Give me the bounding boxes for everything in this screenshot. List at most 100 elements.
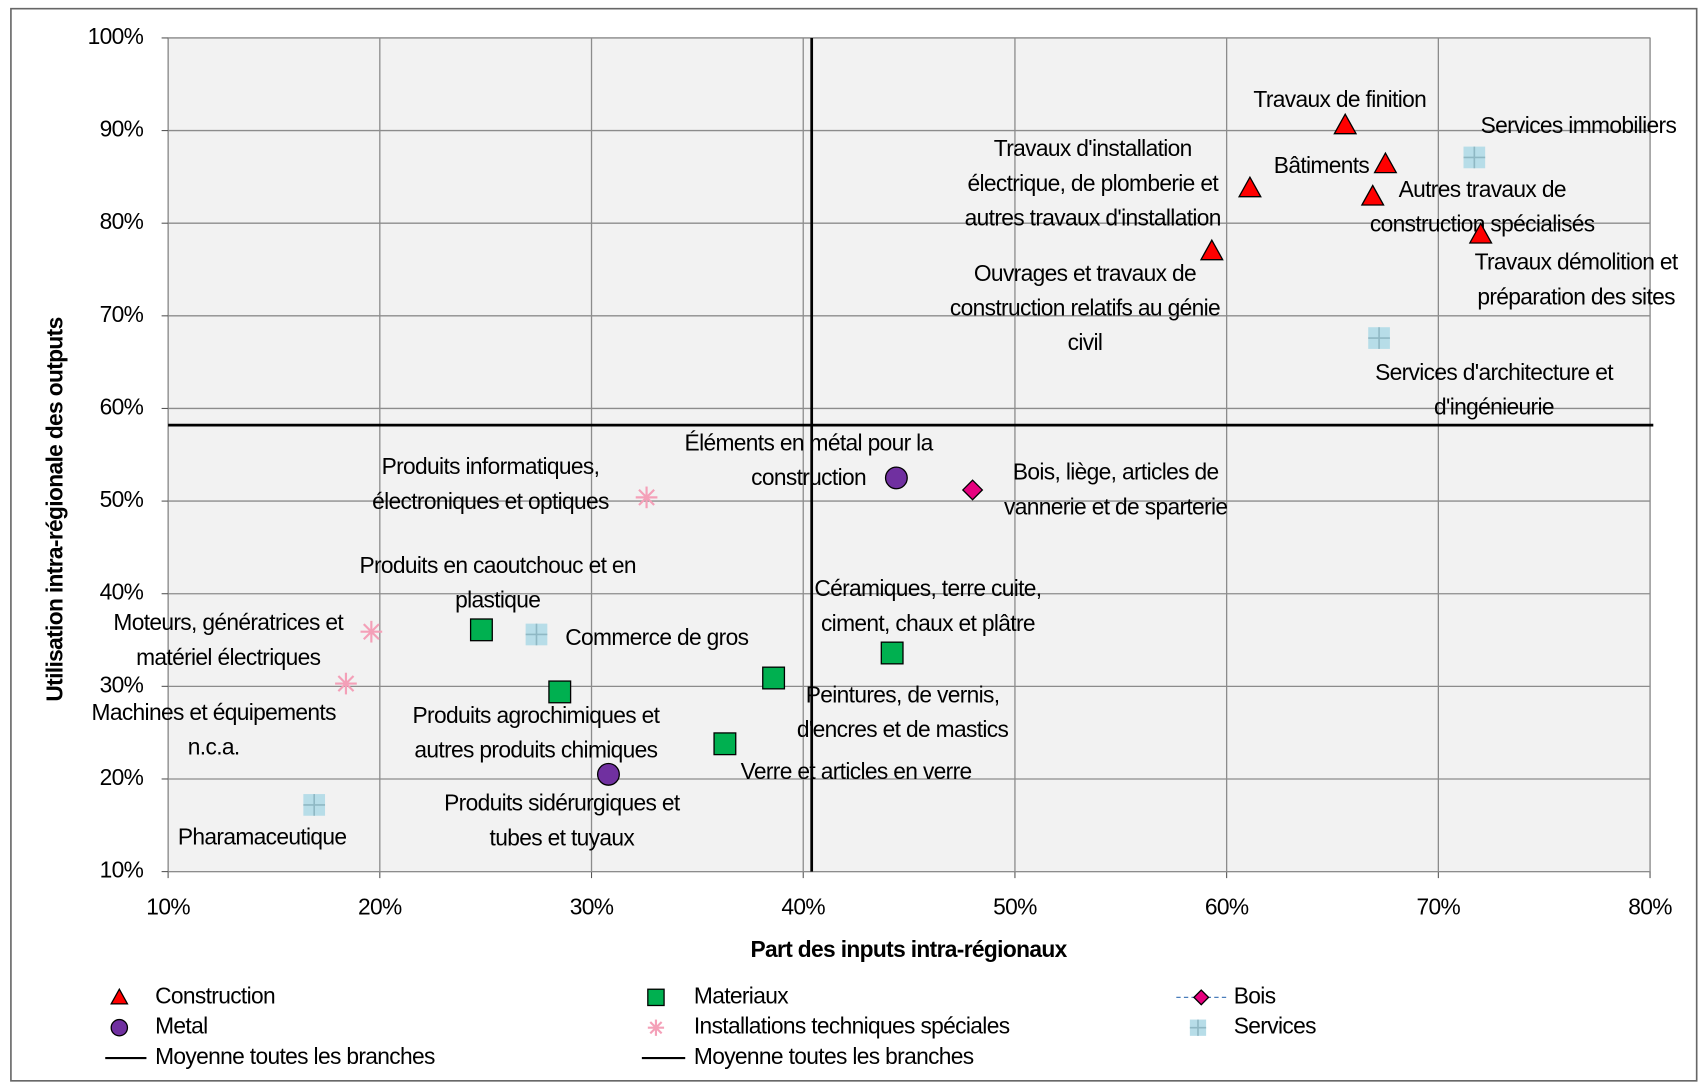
x-tick-label: 30%: [570, 893, 614, 919]
point-label: Commerce de gros: [565, 624, 748, 650]
point-label: Travaux d'installation: [994, 135, 1192, 161]
x-tick-label: 70%: [1417, 893, 1461, 919]
legend-label: Construction: [155, 982, 275, 1008]
asterisk-stroke: [362, 623, 380, 641]
point-label: Produits agrochimiques et: [413, 702, 661, 728]
point-label: Éléments en métal pour la: [685, 429, 934, 455]
x-tick-label: 50%: [993, 893, 1037, 919]
point-label: Travaux démolition et: [1475, 249, 1679, 275]
point-label: autres travaux d'installation: [965, 204, 1221, 230]
square: [762, 666, 786, 690]
marker: [1189, 1019, 1207, 1036]
marker: [110, 987, 129, 1005]
triangle: [1468, 222, 1493, 244]
point-label: construction relatifs au génie: [950, 295, 1220, 321]
marker: [1373, 151, 1398, 174]
circle: [884, 466, 908, 490]
point-label: Machines et équipements: [92, 699, 337, 725]
legend-label: Materiaux: [694, 982, 789, 1008]
marker: [1333, 112, 1358, 135]
legend-label: Moyenne toutes les branches: [155, 1043, 435, 1069]
marker: [596, 762, 620, 786]
point-label: préparation des sites: [1477, 283, 1675, 309]
marker: [635, 486, 658, 509]
plot-area: [167, 37, 1651, 873]
frame: [10, 7, 1698, 1082]
y-tick-label: 90%: [100, 116, 144, 142]
marker: [335, 672, 357, 695]
triangle: [1333, 112, 1358, 135]
legend-label: Moyenne toutes les branches: [694, 1043, 974, 1069]
point-label: Produits informatiques,: [382, 453, 600, 479]
point-label: Produits sidérurgiques et: [444, 790, 681, 816]
y-tick-label: 80%: [100, 208, 144, 234]
marker: [647, 1019, 665, 1036]
marker: [1360, 184, 1385, 206]
point-label: Services d'architecture et: [1375, 359, 1614, 385]
marker: [647, 988, 665, 1007]
square: [647, 988, 665, 1007]
point-label: d'encres et de mastics: [797, 716, 1009, 742]
y-tick-label: 30%: [100, 671, 144, 697]
x-tick-label: 40%: [781, 893, 825, 919]
point-label: Moteurs, génératrices et: [113, 609, 344, 635]
y-tick-label: 100%: [88, 23, 144, 49]
legend-label: Bois: [1234, 982, 1276, 1008]
marker: [880, 641, 904, 665]
point-label: n.c.a.: [188, 734, 240, 760]
marker: [110, 1018, 129, 1037]
circle: [110, 1018, 129, 1037]
y-tick-label: 10%: [100, 857, 144, 883]
legend-label: Services: [1234, 1013, 1316, 1039]
marker: [884, 466, 908, 490]
x-tick-label: 80%: [1628, 893, 1672, 919]
point-label: électroniques et optiques: [372, 488, 609, 514]
asterisk-stroke: [649, 1021, 663, 1035]
diamond: [1193, 989, 1210, 1006]
point-label: plastique: [455, 587, 540, 613]
point-label: électrique, de plomberie et: [967, 170, 1219, 196]
square: [880, 641, 904, 665]
triangle: [1360, 184, 1385, 206]
point-label: Bois, liège, articles de: [1013, 459, 1219, 485]
marker: [525, 623, 548, 646]
marker: [469, 618, 493, 642]
diamond: [961, 479, 984, 501]
circle: [596, 762, 620, 786]
triangle: [1237, 175, 1262, 198]
point-label: d'ingénieurie: [1434, 394, 1554, 420]
point-label: Bâtiments: [1274, 152, 1370, 178]
point-label: Verre et articles en verre: [741, 758, 972, 784]
x-tick-label: 10%: [146, 893, 190, 919]
point-label: Pharamaceutique: [178, 824, 347, 850]
point-label: civil: [1068, 329, 1103, 355]
marker: [1199, 238, 1224, 261]
marker: [713, 732, 737, 756]
x-tick-label: 60%: [1205, 893, 1249, 919]
marker: [1368, 327, 1390, 349]
square: [548, 680, 572, 704]
point-label: Ouvrages et travaux de: [974, 260, 1196, 286]
marker: [1237, 175, 1262, 198]
asterisk-stroke: [638, 489, 655, 506]
point-label: Céramiques, terre cuite,: [814, 575, 1041, 601]
x-axis-label: Part des inputs intra-régionaux: [750, 936, 1067, 962]
y-tick-label: 70%: [100, 301, 144, 327]
point-label: vannerie et de sparterie: [1004, 493, 1227, 519]
y-tick-label: 60%: [100, 393, 144, 419]
point-label: construction: [751, 464, 866, 490]
marker: [360, 620, 383, 643]
y-tick-label: 40%: [100, 579, 144, 605]
y-tick-label: 20%: [100, 764, 144, 790]
point-label: Services immobiliers: [1481, 112, 1677, 138]
square: [713, 732, 737, 756]
point-label: autres produits chimiques: [414, 737, 657, 763]
point-label: Autres travaux de: [1399, 176, 1566, 202]
marker: [1463, 146, 1486, 169]
y-tick-label: 50%: [100, 486, 144, 512]
point-label: Travaux de finition: [1253, 86, 1426, 112]
marker: [961, 479, 984, 501]
point-label: tubes et tuyaux: [490, 824, 636, 850]
legend-label: Installations techniques spéciales: [694, 1013, 1010, 1039]
